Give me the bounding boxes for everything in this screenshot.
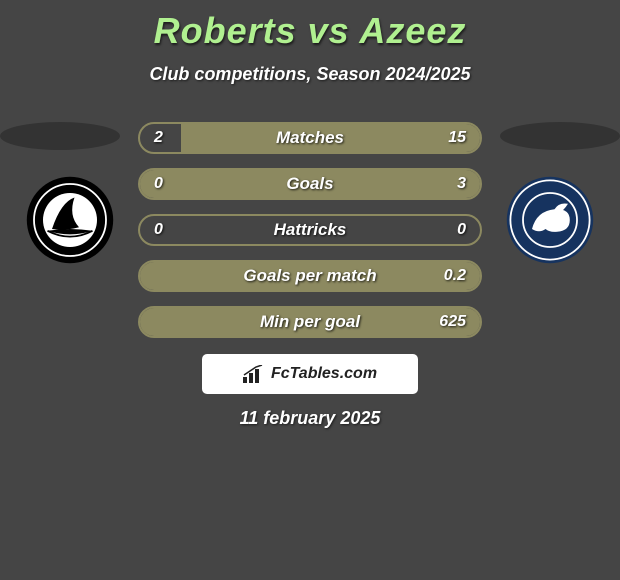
stat-label: Goals (140, 174, 480, 194)
stat-row-matches: 2 Matches 15 (138, 122, 482, 154)
stat-label: Min per goal (140, 312, 480, 332)
date-label: 11 february 2025 (0, 408, 620, 429)
stat-row-goals-per-match: Goals per match 0.2 (138, 260, 482, 292)
stat-right-value: 0 (457, 221, 466, 239)
branding-badge: FcTables.com (202, 354, 418, 394)
page-subtitle: Club competitions, Season 2024/2025 (0, 64, 620, 85)
stat-right-value: 0.2 (444, 267, 466, 285)
stat-label: Matches (140, 128, 480, 148)
player-left-shadow (0, 122, 120, 150)
stat-row-goals: 0 Goals 3 (138, 168, 482, 200)
infographic-container: Roberts vs Azeez Club competitions, Seas… (0, 0, 620, 580)
club-badge-left (25, 175, 115, 265)
stats-panel: 2 Matches 15 0 Goals 3 0 Hattricks 0 Goa… (138, 122, 482, 352)
branding-text: FcTables.com (271, 365, 377, 383)
stat-right-value: 15 (448, 129, 466, 147)
millwall-badge-icon (505, 175, 595, 265)
stat-row-hattricks: 0 Hattricks 0 (138, 214, 482, 246)
plymouth-badge-icon (25, 175, 115, 265)
stat-right-value: 3 (457, 175, 466, 193)
stat-label: Hattricks (140, 220, 480, 240)
page-title: Roberts vs Azeez (0, 0, 620, 52)
bar-chart-icon (243, 365, 265, 383)
player-right-shadow (500, 122, 620, 150)
stat-label: Goals per match (140, 266, 480, 286)
club-badge-right (505, 175, 595, 265)
stat-row-min-per-goal: Min per goal 625 (138, 306, 482, 338)
stat-right-value: 625 (439, 313, 466, 331)
